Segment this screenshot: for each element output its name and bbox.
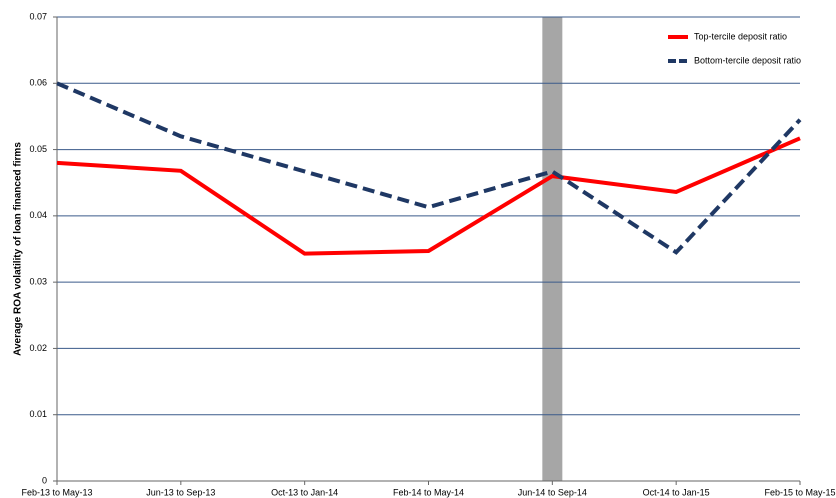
y-axis-label: Average ROA volatility of loan financed … bbox=[13, 142, 24, 356]
x-tick-label: Feb-13 to May-13 bbox=[21, 487, 92, 497]
x-tick-label: Oct-14 to Jan-15 bbox=[643, 487, 710, 497]
shaded-period bbox=[542, 17, 563, 481]
x-tick-label: Jun-14 to Sep-14 bbox=[518, 487, 587, 497]
x-tick-label: Oct-13 to Jan-14 bbox=[271, 487, 338, 497]
y-tick-label: 0.06 bbox=[29, 78, 47, 88]
x-tick-label: Jun-13 to Sep-13 bbox=[146, 487, 215, 497]
y-tick-label: 0.05 bbox=[29, 144, 47, 154]
y-tick-label: 0.02 bbox=[29, 343, 47, 353]
y-tick-label: 0.03 bbox=[29, 277, 47, 287]
series-line bbox=[56, 136, 801, 256]
y-tick-label: 0.01 bbox=[29, 409, 47, 419]
series-line bbox=[56, 81, 802, 255]
y-tick-label: 0.04 bbox=[29, 210, 47, 220]
y-tick-label: 0 bbox=[42, 475, 47, 485]
y-tick-label: 0.07 bbox=[29, 11, 47, 21]
legend-label: Bottom-tercile deposit ratio bbox=[694, 55, 801, 65]
x-tick-label: Feb-14 to May-14 bbox=[393, 487, 464, 497]
legend-label: Top-tercile deposit ratio bbox=[694, 31, 787, 41]
x-tick-label: Feb-15 to May-15 bbox=[764, 487, 835, 497]
